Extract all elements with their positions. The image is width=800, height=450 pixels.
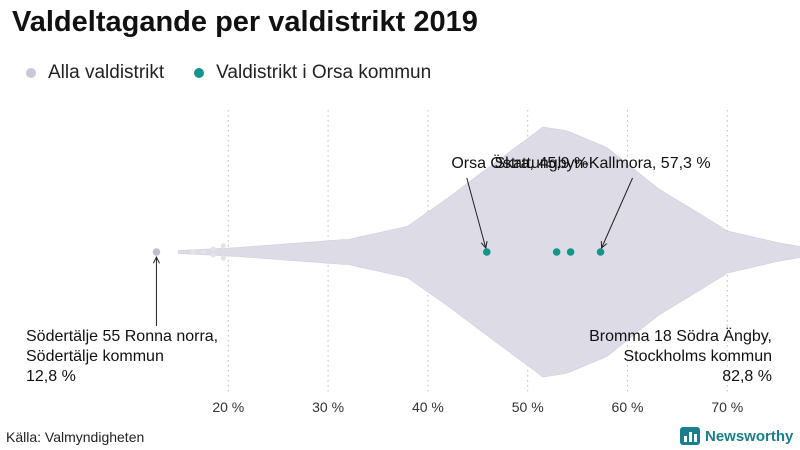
legend-label-orsa: Valdistrikt i Orsa kommun <box>216 62 432 83</box>
annotation-skattungbyn: Skattungbyn-Kallmora, 57,3 % <box>494 155 710 172</box>
legend-swatch-all <box>26 68 36 78</box>
brand-logo: Newsworthy <box>680 427 793 445</box>
legend-label-all: Alla valdistrikt <box>48 62 165 83</box>
legend: Alla valdistrikt Valdistrikt i Orsa komm… <box>26 62 461 84</box>
annotation-bromma-line: 82,8 % <box>722 368 772 385</box>
annotation-bromma-line: Bromma 18 Södra Ängby, <box>589 327 772 345</box>
chart-title: Valdeltagande per valdistrikt 2019 <box>12 6 478 38</box>
swarm-tail-dot <box>220 243 226 249</box>
x-tick-label: 40 % <box>412 399 444 415</box>
bar-chart-icon <box>680 427 700 445</box>
brand-name: Newsworthy <box>705 427 794 445</box>
orsa-district-dot <box>596 248 605 256</box>
annotation-sodertalje-line: 12,8 % <box>26 368 76 385</box>
legend-item-orsa: Valdistrikt i Orsa kommun <box>194 62 431 84</box>
annotation-arrow-orsa-ostra-head <box>480 241 488 250</box>
annotation-sodertalje-line: Södertälje kommun <box>26 348 164 365</box>
annotation-sodertalje-line: Södertälje 55 Ronna norra, <box>26 328 218 345</box>
swarm-tail-dot <box>210 252 216 258</box>
annotation-arrow-orsa-ostra <box>466 177 487 249</box>
x-tick-label: 50 % <box>512 399 544 415</box>
x-tick-label: 60 % <box>612 399 644 415</box>
orsa-district-dot <box>566 248 575 256</box>
annotation-arrow-skattungbyn-head <box>600 240 608 250</box>
swarm-tail-dot <box>210 246 216 252</box>
orsa-district-dot <box>552 248 561 256</box>
orsa-district-dot <box>482 248 491 256</box>
swarm-tail-dot <box>200 249 206 255</box>
annotation-arrow-sodertalje-head <box>152 255 160 264</box>
annotation-orsa-ostra: Orsa Östra, 45,9 % <box>451 154 588 172</box>
x-tick-label: 30 % <box>312 399 344 415</box>
extreme-district-dot <box>152 248 161 256</box>
annotation-bromma-line: Stockholms kommun <box>624 348 773 365</box>
legend-item-all: Alla valdistrikt <box>26 62 164 84</box>
swarm-tail-dot <box>190 249 196 255</box>
swarm-tail-dot <box>220 255 226 261</box>
x-tick-label: 20 % <box>212 399 244 415</box>
annotation-arrow-skattungbyn <box>601 177 634 249</box>
x-tick-label: 70 % <box>711 399 743 415</box>
legend-swatch-orsa <box>194 68 205 78</box>
source-note: Källa: Valmyndigheten <box>6 429 145 445</box>
